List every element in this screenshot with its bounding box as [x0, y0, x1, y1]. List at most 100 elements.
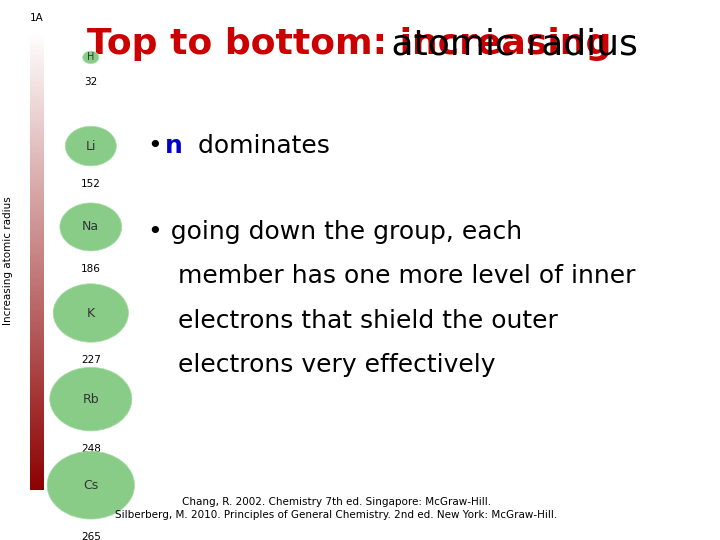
Bar	[30, 144, 45, 146]
Bar	[30, 357, 45, 360]
Circle shape	[50, 367, 132, 431]
Bar	[30, 483, 45, 486]
Bar	[30, 75, 45, 77]
Bar	[30, 213, 45, 215]
Bar	[30, 100, 45, 103]
Text: Silberberg, M. 2010. Principles of General Chemistry. 2nd ed. New York: McGraw-H: Silberberg, M. 2010. Principles of Gener…	[115, 510, 557, 521]
Bar	[30, 165, 45, 167]
Text: Increasing atomic radius: Increasing atomic radius	[3, 197, 13, 325]
Bar	[30, 116, 45, 118]
Bar	[30, 403, 45, 406]
Text: Top to bottom: increasing: Top to bottom: increasing	[87, 28, 612, 62]
Text: 152: 152	[81, 179, 101, 189]
Bar	[30, 222, 45, 224]
Text: H: H	[87, 52, 94, 63]
Bar	[30, 298, 45, 300]
Text: 1A: 1A	[30, 14, 44, 23]
Bar	[30, 321, 45, 323]
Circle shape	[83, 51, 99, 64]
Bar	[30, 385, 45, 387]
Bar	[30, 206, 45, 208]
Bar	[30, 461, 45, 463]
Bar	[30, 277, 45, 279]
Bar	[30, 118, 45, 121]
Bar	[30, 235, 45, 238]
Text: Li: Li	[86, 139, 96, 153]
Bar	[30, 415, 45, 417]
Bar	[30, 266, 45, 268]
Bar	[30, 387, 45, 389]
Text: atomic radius: atomic radius	[380, 28, 638, 62]
Bar	[30, 171, 45, 174]
Text: n: n	[165, 134, 183, 158]
Bar	[30, 451, 45, 454]
Bar	[30, 325, 45, 327]
Bar	[30, 162, 45, 165]
Bar	[30, 180, 45, 183]
Bar	[30, 43, 45, 45]
Bar	[30, 259, 45, 261]
Bar	[30, 341, 45, 343]
Bar	[30, 151, 45, 153]
Bar	[30, 190, 45, 192]
Text: Rb: Rb	[83, 393, 99, 406]
Bar	[30, 123, 45, 125]
Bar	[30, 378, 45, 380]
Bar	[30, 231, 45, 233]
Bar	[30, 176, 45, 178]
Bar	[30, 279, 45, 281]
Bar	[30, 194, 45, 197]
Text: 32: 32	[84, 77, 97, 87]
Bar	[30, 68, 45, 70]
Bar	[30, 417, 45, 419]
Bar	[30, 389, 45, 392]
Bar	[30, 57, 45, 59]
Bar	[30, 394, 45, 396]
Bar	[30, 240, 45, 242]
Bar	[30, 465, 45, 468]
Bar	[30, 442, 45, 444]
Bar	[30, 486, 45, 488]
Bar	[30, 45, 45, 48]
Bar	[30, 364, 45, 367]
Bar	[30, 72, 45, 75]
Bar	[30, 70, 45, 72]
Bar	[30, 316, 45, 318]
Bar	[30, 327, 45, 330]
Bar	[30, 208, 45, 211]
Bar	[30, 54, 45, 57]
Bar	[30, 281, 45, 284]
Text: dominates: dominates	[190, 134, 330, 158]
Bar	[30, 226, 45, 229]
Bar	[30, 458, 45, 461]
Bar	[30, 31, 45, 33]
Bar	[30, 373, 45, 376]
Bar	[30, 479, 45, 481]
Bar	[30, 261, 45, 263]
Bar	[30, 233, 45, 235]
Bar	[30, 470, 45, 472]
Bar	[30, 300, 45, 302]
Circle shape	[66, 126, 117, 166]
Bar	[30, 114, 45, 116]
Bar	[30, 91, 45, 93]
Bar	[30, 472, 45, 474]
Bar	[30, 109, 45, 112]
Bar	[30, 130, 45, 132]
Bar	[30, 444, 45, 447]
Bar	[30, 293, 45, 295]
Bar	[30, 61, 45, 63]
Bar	[30, 96, 45, 98]
Bar	[30, 295, 45, 298]
Bar	[30, 89, 45, 91]
Bar	[30, 148, 45, 151]
Bar	[30, 314, 45, 316]
Bar	[30, 66, 45, 68]
Bar	[30, 454, 45, 456]
Bar	[30, 82, 45, 84]
Bar	[30, 158, 45, 160]
Bar	[30, 307, 45, 309]
Bar	[30, 141, 45, 144]
Bar	[30, 77, 45, 79]
Bar	[30, 132, 45, 134]
